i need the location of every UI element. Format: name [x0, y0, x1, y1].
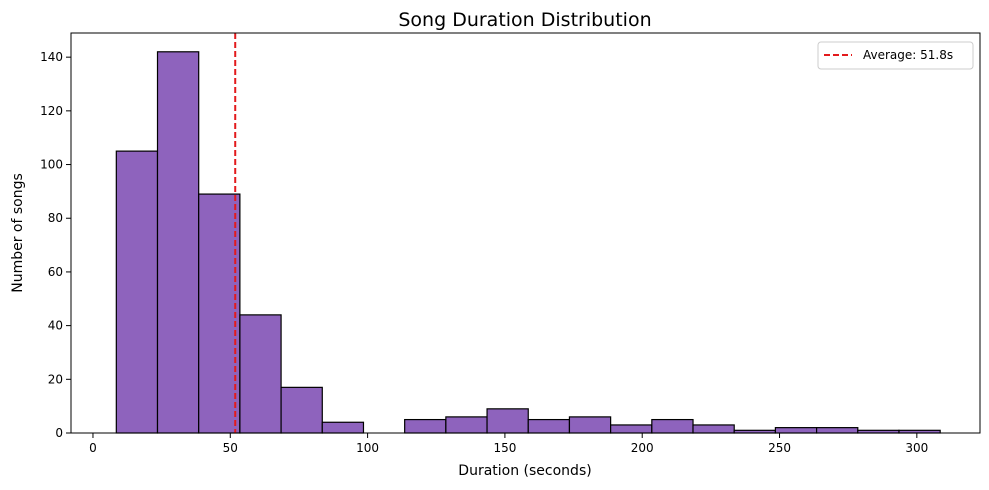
legend: Average: 51.8s	[817, 41, 974, 70]
y-tick-label: 80	[48, 211, 63, 225]
histogram-bar	[692, 424, 735, 434]
histogram-bar	[651, 418, 694, 434]
histogram-bar	[445, 416, 488, 434]
histogram-bar	[321, 421, 365, 434]
y-tick-label: 120	[40, 104, 63, 118]
histogram-bar	[198, 193, 241, 434]
y-tick-label: 100	[40, 158, 63, 172]
y-tick-label: 60	[48, 265, 63, 279]
x-tick-label: 200	[631, 441, 654, 455]
histogram-bar	[774, 427, 818, 434]
histogram-bar	[610, 424, 653, 434]
y-tick-label: 140	[40, 50, 63, 64]
y-axis-label: Number of songs	[10, 173, 26, 293]
histogram-bar	[486, 408, 529, 434]
legend-box	[817, 41, 974, 70]
x-tick-label: 300	[905, 441, 928, 455]
y-axis-ticks: 0 20 40 60 80 100 120 140	[40, 50, 71, 440]
histogram-bar	[280, 386, 323, 434]
y-tick-label: 0	[55, 426, 63, 440]
chart-title: Song Duration Distribution	[398, 9, 651, 31]
histogram-bar	[815, 427, 859, 434]
x-tick-label: 0	[89, 441, 97, 455]
x-tick-label: 250	[768, 441, 791, 455]
plot-frame	[70, 32, 981, 434]
bars-group	[115, 51, 941, 434]
x-axis-label: Duration (seconds)	[458, 463, 591, 479]
histogram-bar	[527, 418, 571, 434]
histogram-bar	[115, 150, 159, 434]
histogram-bar	[404, 418, 447, 434]
x-tick-label: 150	[493, 441, 516, 455]
legend-label: Average: 51.8s	[863, 48, 953, 62]
y-tick-label: 20	[48, 372, 63, 386]
histogram-bar	[568, 416, 612, 434]
x-tick-label: 100	[356, 441, 379, 455]
y-tick-label: 40	[48, 319, 63, 333]
histogram-bar	[156, 51, 200, 434]
histogram-bar	[239, 314, 282, 434]
x-axis-ticks: 0 50 100 150 200 250 300	[89, 433, 928, 455]
x-tick-label: 50	[223, 441, 238, 455]
